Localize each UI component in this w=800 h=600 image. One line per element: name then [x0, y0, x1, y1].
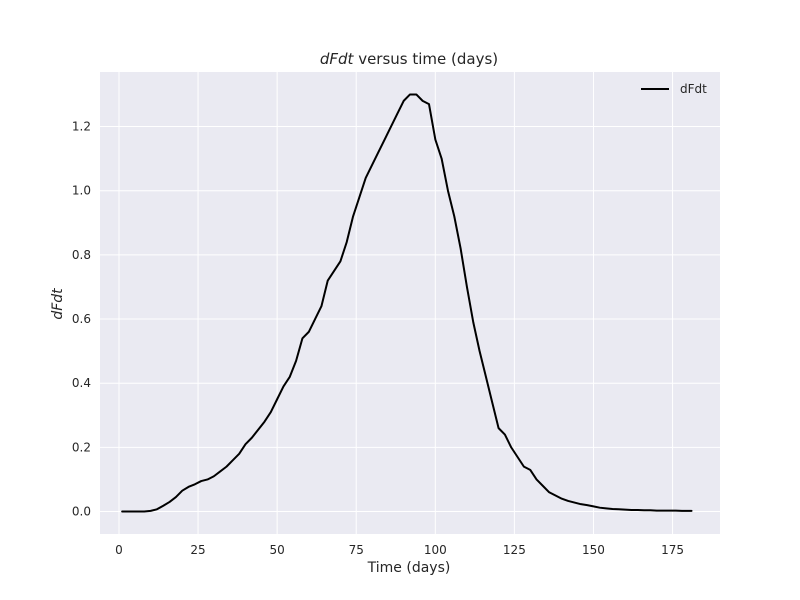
- y-tick-label: 1.2: [72, 120, 91, 134]
- y-tick-labels: 0.0 0.2 0.4 0.6 0.8 1.0 1.2: [72, 120, 91, 519]
- x-tick-label: 75: [349, 543, 364, 557]
- legend-label: dFdt: [680, 82, 707, 96]
- x-tick-label: 0: [115, 543, 123, 557]
- x-tick-label: 50: [270, 543, 285, 557]
- y-tick-label: 0.4: [72, 376, 91, 390]
- y-gridlines: [100, 126, 720, 513]
- y-tick-label: 0.6: [72, 312, 91, 326]
- y-axis-label: dFdt: [50, 288, 66, 320]
- x-tick-label: 100: [424, 543, 447, 557]
- chart-title-rest: versus time (days): [353, 50, 498, 68]
- y-tick-label: 0.0: [72, 505, 91, 519]
- chart-title: dFdt versus time (days): [320, 50, 498, 68]
- plot-area: [100, 72, 720, 534]
- x-tick-label: 150: [582, 543, 605, 557]
- x-tick-label: 175: [661, 543, 684, 557]
- x-axis-label: Time (days): [367, 560, 451, 576]
- x-tick-labels: 0 25 50 75 100 125 150 175: [115, 543, 684, 557]
- legend: dFdt: [641, 82, 707, 96]
- x-tick-label: 25: [190, 543, 205, 557]
- y-tick-label: 0.8: [72, 248, 91, 262]
- y-tick-label: 1.0: [72, 184, 91, 198]
- y-tick-label: 0.2: [72, 440, 91, 454]
- chart-title-italic: dFdt: [320, 50, 355, 68]
- series-line-dFdt: [121, 93, 693, 513]
- x-tick-label: 125: [503, 543, 526, 557]
- x-gridlines: [118, 72, 674, 534]
